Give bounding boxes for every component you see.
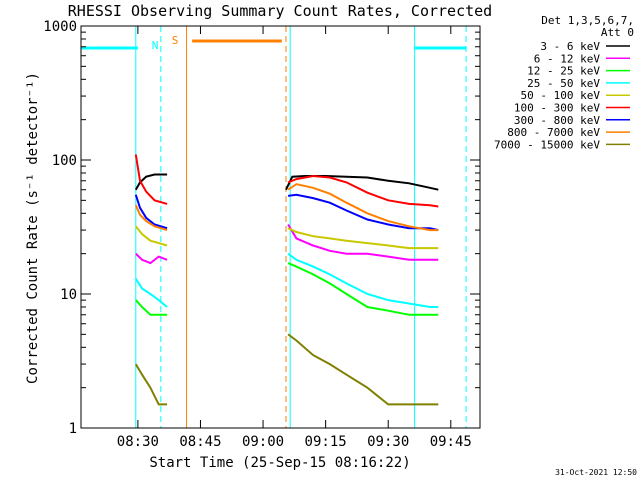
series-line-0-seg-0: [134, 173, 168, 191]
x-tick-label-3: 09:15: [305, 434, 347, 450]
y-tick-label-0: 1: [69, 421, 77, 437]
timestamp: 31-Oct-2021 12:50: [555, 468, 637, 477]
series-line-6-seg-0: [134, 194, 168, 230]
y-tick-label-3: 1000: [43, 19, 77, 35]
legend-label-6: 300 - 800 keV: [514, 114, 600, 127]
x-tick-label-5: 09:45: [430, 434, 472, 450]
legend-label-2: 12 - 25 keV: [527, 65, 600, 78]
axes-frame: [80, 25, 481, 429]
legend-label-4: 50 - 100 keV: [521, 89, 601, 102]
y-axis-label: Corrected Count Rate (s⁻¹ detector⁻¹): [25, 72, 41, 384]
series-line-8-seg-0: [134, 363, 168, 406]
legend-header-1: Att 0: [601, 26, 634, 39]
legend-label-7: 800 - 7000 keV: [507, 126, 600, 139]
x-tick-label-0: 08:30: [117, 434, 159, 450]
chart-title: RHESSI Observing Summary Count Rates, Co…: [68, 2, 492, 20]
x-axis-label: Start Time (25-Sep-15 08:16:22): [149, 455, 410, 471]
legend-label-3: 25 - 50 keV: [527, 77, 600, 90]
saa-marker-label: S: [172, 34, 179, 47]
y-tick-label-2: 100: [52, 153, 77, 169]
series-line-1-seg-0: [135, 252, 168, 265]
series-line-8-seg-1: [287, 333, 439, 406]
y-tick-label-1: 10: [60, 287, 77, 303]
series-line-3-seg-1: [287, 252, 439, 308]
series-line-3-seg-0: [134, 278, 168, 308]
legend-label-8: 7000 - 15000 keV: [494, 138, 600, 151]
plot-area: N S 08:30 08:45 09:00 09:15 09:30 09:45 1 10 100 10…: [43, 19, 481, 450]
x-tick-label-4: 09:30: [367, 434, 409, 450]
series-line-7-seg-0: [134, 204, 168, 232]
legend-label-0: 3 - 6 keV: [540, 40, 600, 53]
night-marker-label: N: [152, 39, 159, 52]
series-line-0-seg-1: [285, 175, 439, 191]
legend-label-1: 6 - 12 keV: [534, 52, 601, 65]
series-line-7-seg-1: [287, 183, 439, 232]
series-line-2-seg-0: [135, 299, 168, 316]
legend-label-5: 100 - 300 keV: [514, 102, 600, 115]
series-line-4-seg-1: [287, 227, 439, 250]
x-tick-label-2: 09:00: [242, 434, 284, 450]
series-line-5-seg-0: [134, 154, 168, 205]
series-line-6-seg-1: [287, 193, 439, 232]
legend-header-0: Det 1,3,5,6,7,: [541, 14, 634, 27]
series-line-2-seg-1: [287, 262, 439, 316]
x-tick-label-1: 08:45: [179, 434, 221, 450]
series-line-1-seg-1: [287, 223, 439, 261]
series-line-4-seg-0: [135, 225, 168, 247]
series-line-5-seg-1: [287, 174, 439, 208]
